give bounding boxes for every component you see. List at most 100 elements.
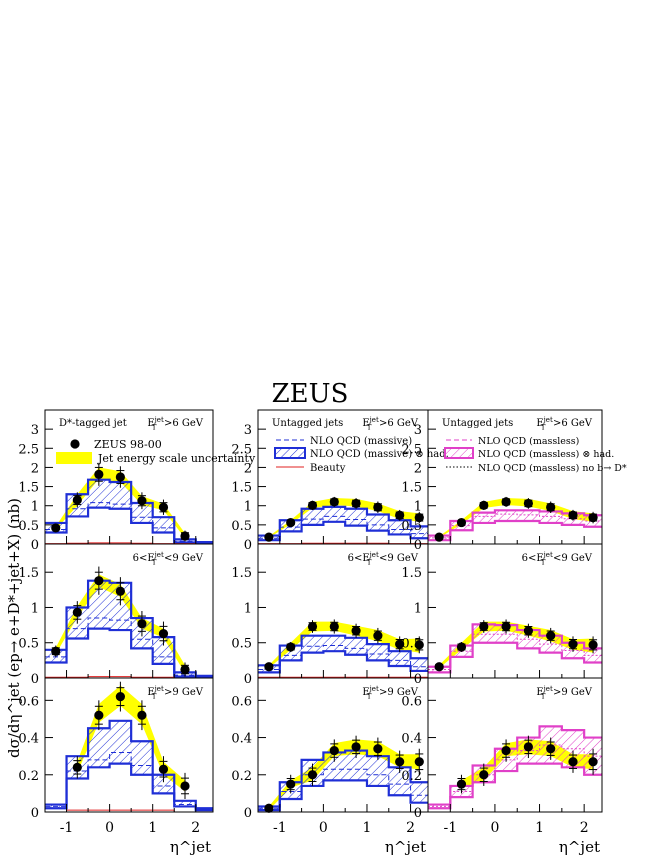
y-tick-label: 0.4: [18, 732, 39, 747]
theory-band-bin: [410, 526, 428, 539]
theory-band-bin: [345, 750, 367, 781]
panel-cut-label: 6<Ejet T <9 GeV: [133, 551, 204, 567]
y-tick-label: 1.5: [401, 481, 422, 496]
theory-band-bin: [561, 730, 585, 768]
theory-band-bin: [323, 635, 346, 652]
theory-band-bin: [88, 728, 110, 768]
data-point: [501, 745, 511, 756]
y-tick-label: 0: [414, 806, 422, 821]
theory-band-bin: [152, 517, 175, 533]
theory-edge-line: [45, 506, 213, 545]
data-point: [588, 640, 598, 650]
theory-edge-line: [258, 650, 428, 674]
x-axis-label: η^jet: [559, 838, 600, 856]
y-tick-label: 0.5: [231, 519, 252, 534]
panel-cut-label: 6<Ejet T <9 GeV: [522, 551, 593, 567]
panel-cut-label: Ejet T >6 GeV: [147, 416, 203, 432]
y-tick-label: 0: [414, 672, 422, 687]
y-tick-label: 0.2: [18, 769, 39, 784]
y-tick-label: 2: [414, 461, 422, 476]
data-point: [501, 621, 511, 632]
data-point: [351, 626, 361, 636]
x-axis-label: η^jet: [170, 838, 211, 856]
data-point: [588, 512, 598, 523]
data-point: [479, 621, 489, 632]
data-point: [351, 498, 361, 509]
y-tick-label: 2.5: [18, 442, 39, 457]
data-point: [180, 664, 190, 675]
theory-edge-line: [428, 519, 602, 542]
data-point: [137, 619, 147, 629]
y-tick-label: 1: [244, 601, 252, 616]
data-point: [158, 628, 169, 639]
data-point: [546, 502, 556, 512]
data-point: [137, 710, 147, 720]
y-tick-label: 2: [244, 461, 252, 476]
data-point: [395, 639, 405, 649]
y-tick-label: 0.2: [231, 769, 252, 784]
data-point: [414, 512, 424, 523]
panel-label: Untagged jets: [442, 418, 513, 429]
legend-label: NLO QCD (massive) ⊗ had.: [310, 449, 449, 460]
data-point: [72, 607, 82, 618]
theory-band-bin: [388, 767, 411, 796]
data-point: [307, 621, 318, 632]
theory-band-bin: [388, 520, 411, 535]
data-point: [72, 495, 82, 505]
y-tick-label: 0: [31, 672, 39, 687]
data-point: [414, 640, 424, 650]
y-tick-label: 0.5: [231, 637, 252, 652]
y-tick-label: 0.6: [401, 694, 422, 709]
theory-band-bin: [345, 508, 367, 526]
y-tick-label: 0.6: [231, 694, 252, 709]
legend-band-swatch: [56, 452, 92, 464]
y-tick-label: 0: [244, 538, 252, 553]
y-tick-label: 3: [31, 423, 39, 438]
y-tick-label: 1: [31, 500, 39, 515]
y-tick-label: 0.6: [18, 694, 39, 709]
y-tick-label: 1: [244, 500, 252, 515]
x-tick-label: 2: [580, 820, 589, 836]
legend-hatch-swatch: [274, 447, 306, 459]
x-tick-label: 0: [490, 820, 499, 836]
theory-band-bin: [472, 624, 495, 643]
legend-label: NLO QCD (massless) no b→ D*: [478, 463, 627, 474]
panel-0-2: 0 0.5 1 1.5 2 2.5 3 Untagged jets Ejet T >6 GeV: [401, 409, 603, 553]
y-tick-label: 1: [31, 601, 39, 616]
data-point: [546, 631, 556, 641]
panel-grid: 0 0.5 1 1.5 2 2.5 3 D*-tagged jet Ejet T >6 GeV 0 0.…: [18, 409, 603, 821]
theory-band-bin: [366, 514, 389, 531]
y-tick-label: 0.5: [401, 637, 422, 652]
figure-title: ZEUS: [272, 379, 349, 409]
data-point: [395, 510, 405, 520]
theory-edge-line: [258, 779, 428, 812]
theory-band-bin: [88, 479, 110, 508]
x-tick-label: 1: [148, 820, 157, 836]
theory-band-bin: [345, 637, 367, 655]
y-tick-label: 0.5: [401, 519, 422, 534]
data-point: [568, 757, 578, 767]
x-tick-label: -1: [273, 820, 287, 836]
data-point: [568, 510, 578, 520]
y-tick-label: 0: [244, 806, 252, 821]
x-tick-label: -1: [60, 820, 74, 836]
theory-band-bin: [472, 512, 495, 523]
y-tick-label: 0.4: [231, 732, 252, 747]
theory-central-line: [258, 645, 428, 671]
x-tick-label: 0: [319, 820, 328, 836]
x-tick-label: 1: [535, 820, 544, 836]
data-point: [434, 532, 444, 542]
theory-band-bin: [323, 506, 346, 522]
x-tick-label: 0: [105, 820, 114, 836]
legend-label: NLO QCD (massless): [478, 436, 579, 447]
data-point: [286, 779, 296, 789]
data-point: [373, 631, 383, 641]
data-point: [307, 500, 318, 510]
data-point: [286, 517, 296, 528]
panel-cut-label: Ejet T >9 GeV: [147, 685, 203, 701]
theory-band-bin: [539, 635, 562, 653]
y-tick-label: 1: [414, 500, 422, 515]
y-tick-label: 0.5: [18, 519, 39, 534]
panel-cut-label: Ejet T >9 GeV: [362, 685, 418, 701]
